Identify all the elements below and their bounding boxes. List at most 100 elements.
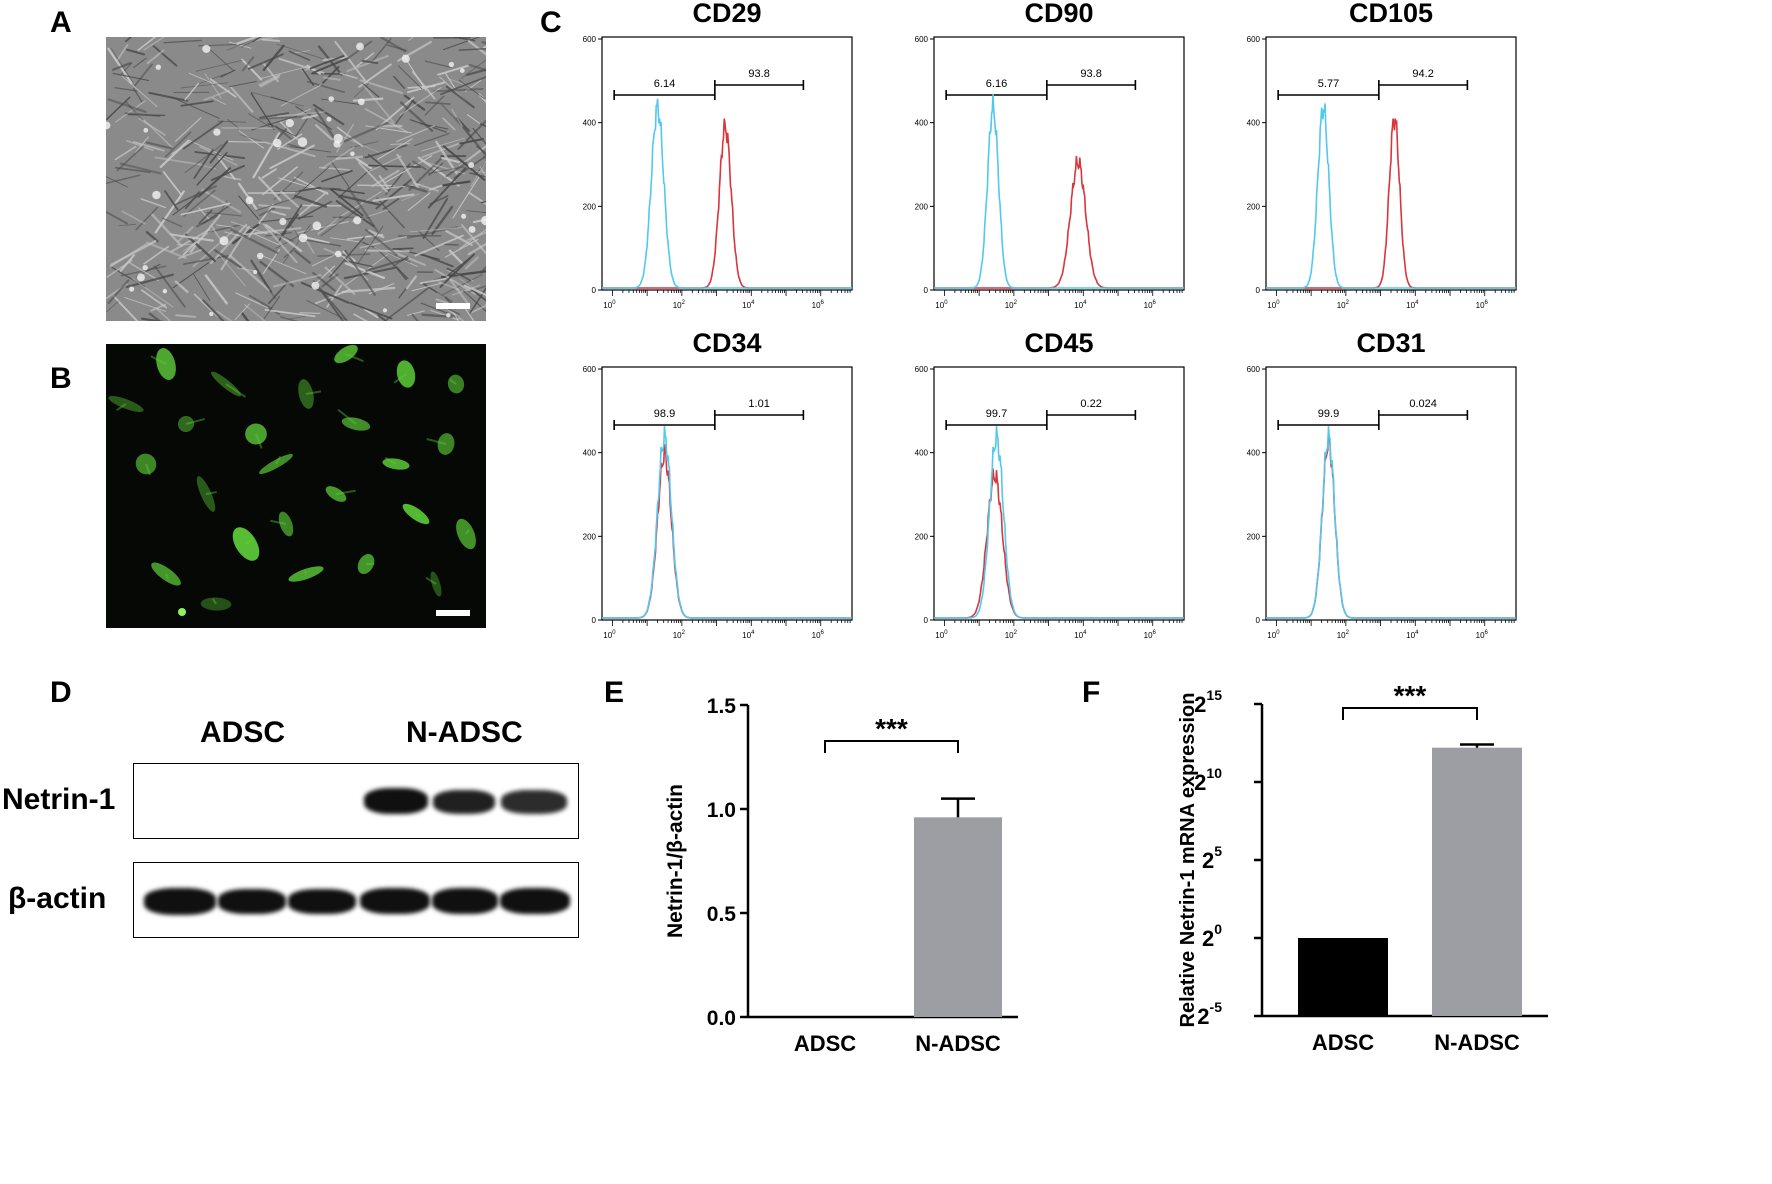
x-tick-label: 106: [1144, 630, 1157, 640]
x-tick-label: 100: [935, 630, 948, 640]
control-histogram-trace: [934, 426, 1184, 619]
significance-bracket: [1342, 707, 1478, 720]
x-tick-label: ADSC: [1312, 1030, 1374, 1055]
left-gate-value: 6.14: [654, 78, 675, 90]
y-tick-label: 400: [915, 119, 929, 128]
y-tick-label: 0: [1256, 286, 1261, 295]
x-tick-label: 104: [1406, 630, 1419, 640]
y-tick-label: 600: [915, 35, 929, 44]
y-tick-label: 600: [915, 365, 929, 374]
y-tick-label: 200: [915, 202, 929, 211]
y-tick-label: 200: [583, 532, 597, 541]
y-axis-label: Relative Netrin-1 mRNA expression: [1177, 693, 1199, 1028]
y-tick-label: 200: [583, 202, 597, 211]
netrin-1-band-4: [364, 788, 428, 814]
y-tick-label: 400: [1247, 449, 1261, 458]
x-tick-label: 104: [1074, 630, 1087, 640]
histogram-cd105: CD105 0 200 400 600 100 102 104 106 5.77 94.2: [1232, 0, 1532, 330]
x-tick-label: ADSC: [794, 1031, 856, 1056]
control-histogram-trace: [602, 426, 852, 619]
panel-letter-b: B: [50, 362, 72, 395]
beta-actin-band-6: [500, 888, 570, 914]
left-gate-value: 99.9: [1318, 408, 1339, 420]
x-tick-label: 102: [1337, 300, 1350, 310]
y-tick-label: 200: [915, 532, 929, 541]
positive-histogram-trace: [1266, 118, 1516, 289]
bar-n-adsc: [1432, 747, 1522, 1016]
x-tick-label: 100: [603, 300, 616, 310]
panel-letter-a: A: [50, 6, 72, 39]
phase-contrast-micrograph: [106, 37, 486, 321]
x-tick-label: 102: [1337, 630, 1350, 640]
blot-row-beta-actin: β-actin: [8, 882, 107, 915]
histogram-cd29: CD29 0 200 400 600 100 102 104 106 6.14 93.8: [568, 0, 868, 330]
x-tick-label: 106: [812, 630, 825, 640]
beta-actin-band-3: [288, 889, 356, 914]
x-tick-label: 102: [673, 300, 686, 310]
right-gate-value: 1.01: [748, 398, 769, 410]
histogram-title: CD90: [1024, 0, 1094, 28]
left-gate-value: 99.7: [986, 408, 1007, 420]
y-tick-label: 0: [924, 286, 929, 295]
panel-letter-c: C: [540, 6, 562, 39]
y-tick-label: 200: [1247, 532, 1261, 541]
beta-actin-band-1: [144, 888, 216, 915]
y-tick-label: 2-5: [1197, 999, 1222, 1029]
y-tick-label: 0: [592, 616, 597, 625]
y-tick-label: 1.5: [707, 695, 737, 718]
y-tick-label: 400: [1247, 119, 1261, 128]
y-tick-label: 600: [1247, 35, 1261, 44]
x-tick-label: 100: [935, 300, 948, 310]
right-gate-value: 93.8: [748, 68, 769, 80]
y-tick-label: 600: [1247, 365, 1261, 374]
blot-group-n-adsc: N-ADSC: [406, 716, 523, 749]
positive-histogram-trace: [934, 155, 1184, 289]
x-tick-label: 104: [1406, 300, 1419, 310]
histogram-cd45: CD45 0 200 400 600 100 102 104 106 99.7 0.22: [900, 328, 1200, 660]
y-tick-label: 0: [592, 286, 597, 295]
y-tick-label: 400: [915, 449, 929, 458]
x-tick-label: 104: [1074, 300, 1087, 310]
control-histogram-trace: [934, 94, 1184, 289]
beta-actin-band-2: [218, 889, 286, 914]
x-tick-label: 100: [603, 630, 616, 640]
left-gate-value: 6.16: [986, 78, 1007, 90]
significance-stars: ***: [875, 713, 908, 744]
x-tick-label: 102: [1005, 630, 1018, 640]
control-histogram-trace: [1266, 426, 1516, 619]
x-tick-label: 102: [673, 630, 686, 640]
left-gate-value: 98.9: [654, 408, 675, 420]
positive-histogram-trace: [934, 468, 1184, 619]
beta-actin-blot: [133, 862, 579, 938]
histogram-cd31: CD31 0 200 400 600 100 102 104 106 99.9 0.024: [1232, 328, 1532, 660]
histogram-title: CD34: [692, 328, 762, 358]
panel-letter-f: F: [1082, 676, 1101, 709]
significance-stars: ***: [1394, 680, 1427, 711]
x-tick-label: 100: [1267, 300, 1280, 310]
x-tick-label: 106: [812, 300, 825, 310]
y-tick-label: 600: [583, 365, 597, 374]
y-tick-label: 0.5: [707, 903, 737, 926]
control-histogram-trace: [602, 98, 852, 289]
panel-letter-e: E: [604, 676, 625, 709]
right-gate-value: 0.22: [1080, 398, 1101, 410]
right-gate-value: 94.2: [1412, 68, 1433, 80]
bar-n-adsc: [914, 817, 1002, 1017]
y-tick-label: 600: [583, 35, 597, 44]
x-tick-label: 106: [1476, 630, 1489, 640]
blot-group-adsc: ADSC: [200, 716, 286, 749]
x-tick-label: 104: [742, 300, 755, 310]
fluorescence-micrograph: [106, 344, 486, 628]
positive-histogram-trace: [602, 118, 852, 289]
y-tick-label: 400: [583, 449, 597, 458]
histogram-title: CD105: [1348, 0, 1434, 28]
chart-e: 0.0 0.5 1.0 1.5 Netrin-1/β-actin ADSC N-ADSC **…: [664, 695, 1018, 1056]
beta-actin-band-4: [360, 888, 430, 914]
netrin-1-band-5: [433, 790, 495, 814]
y-tick-label: 0.0: [707, 1007, 736, 1030]
beta-actin-band-5: [432, 888, 498, 914]
x-tick-label: 106: [1476, 300, 1489, 310]
blot-row-netrin-1: Netrin-1: [2, 783, 116, 816]
histogram-title: CD45: [1024, 328, 1094, 358]
